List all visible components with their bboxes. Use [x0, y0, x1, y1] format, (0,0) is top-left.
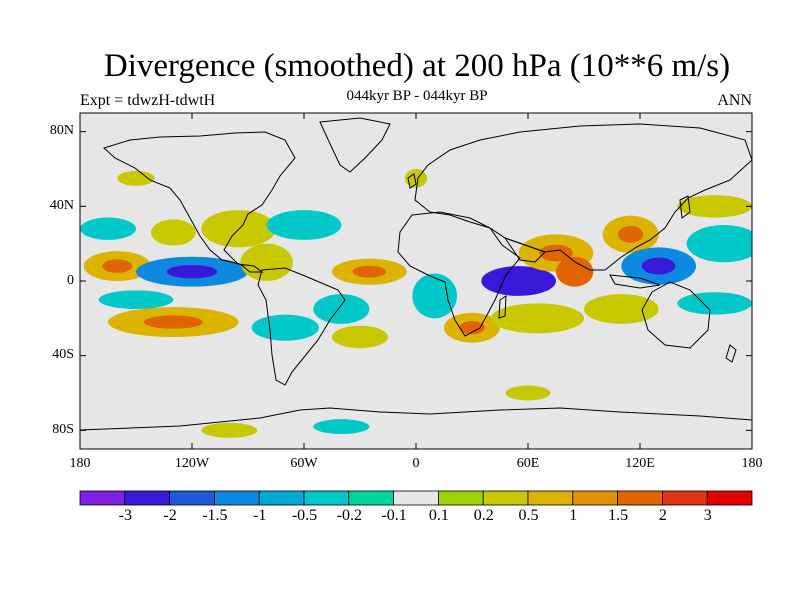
lon-label-60e: 60E — [516, 456, 540, 471]
lat-label-40s: 40S — [52, 347, 74, 362]
lon-label-60w: 60W — [290, 456, 318, 471]
experiment-label: Expt = tdwzH-tdwtH — [80, 92, 216, 109]
colorbar-label: 1 — [569, 507, 578, 524]
coastline-new-zealand — [725, 344, 737, 363]
colorbar-swatch — [662, 490, 708, 506]
coastline-north-america — [103, 131, 296, 273]
colorbar-swatch — [258, 490, 305, 506]
colorbar-swatch — [527, 490, 574, 506]
colorbar-swatch — [482, 490, 529, 506]
divergence-anomaly — [505, 385, 551, 401]
colorbar-swatch — [348, 490, 394, 506]
divergence-anomaly-core — [143, 315, 203, 329]
divergence-anomaly — [677, 195, 752, 218]
colorbar-swatch — [213, 490, 260, 506]
coastline-africa — [397, 211, 521, 337]
divergence-anomaly-core — [102, 259, 133, 273]
divergence-anomaly — [677, 292, 752, 315]
divergence-anomaly — [117, 170, 155, 186]
divergence-anomaly-core — [618, 225, 644, 243]
coastline-british-isles — [407, 173, 417, 189]
divergence-anomaly — [332, 325, 388, 349]
lon-label-180w: 180 — [69, 456, 91, 471]
colorbar-label: -3 — [118, 507, 132, 524]
divergence-anomaly-core — [501, 274, 536, 288]
divergence-anomaly-core — [459, 320, 485, 335]
divergence-anomaly — [98, 290, 174, 309]
colorbar-swatch — [124, 490, 171, 506]
colorbar-label: -0.1 — [381, 507, 407, 524]
lon-label-120e: 120E — [625, 456, 655, 471]
divergence-anomaly-core — [166, 264, 218, 279]
plot-subtitle: 044kyr BP - 044kyr BP — [346, 88, 488, 104]
colorbar-swatch — [169, 490, 215, 506]
divergence-anomaly-core — [352, 265, 387, 278]
colorbar-swatch — [706, 490, 753, 506]
divergence-anomaly — [251, 314, 319, 341]
colorbar-swatch — [79, 490, 126, 506]
divergence-anomaly — [150, 219, 196, 246]
colorbar-swatch — [572, 490, 618, 506]
divergence-anomaly — [80, 217, 136, 240]
lon-label-180e: 180 — [741, 456, 763, 471]
plot-title: Divergence (smoothed) at 200 hPa (10**6 … — [103, 48, 731, 84]
coastline-arabia — [503, 237, 546, 263]
coastline-antarctica — [80, 407, 752, 431]
colorbar-label: 0.1 — [428, 507, 449, 524]
coastline-madagascar — [498, 295, 507, 319]
colorbar-label: -1 — [253, 507, 267, 524]
divergence-anomaly — [686, 225, 752, 263]
coastline-south-america — [257, 267, 346, 386]
divergence-anomaly — [412, 273, 458, 319]
colorbar-label: -1.5 — [202, 507, 228, 524]
lat-label-0: 0 — [67, 273, 74, 288]
lat-label-40n: 40N — [49, 198, 74, 213]
colorbar-swatch — [303, 490, 350, 506]
divergence-anomaly-core — [641, 257, 676, 275]
coastline-australia — [641, 281, 711, 349]
colorbar-swatch — [617, 490, 663, 506]
colorbar-swatch — [437, 490, 484, 506]
colorbar-label: 0.2 — [473, 507, 494, 524]
coastline-indonesia — [609, 274, 661, 289]
divergence-anomaly — [266, 210, 342, 240]
lat-label-80s: 80S — [52, 422, 74, 437]
divergence-anomaly — [313, 294, 370, 324]
colorbar-label: 2 — [658, 507, 667, 524]
lon-label-120w: 120W — [174, 456, 210, 471]
colorbar-label: -2 — [163, 507, 177, 524]
colorbar-swatch — [393, 490, 439, 506]
divergence-anomaly — [584, 294, 659, 324]
colorbar-label: 3 — [703, 507, 712, 524]
colorbar-label: 1.5 — [608, 507, 629, 524]
divergence-anomaly-core — [539, 244, 573, 262]
divergence-anomaly — [201, 422, 258, 438]
coastline-japan — [679, 195, 691, 219]
colorbar-label: -0.5 — [291, 507, 318, 524]
colorbar-label: 0.5 — [518, 507, 539, 524]
divergence-anomaly — [313, 419, 370, 435]
lat-label-80n: 80N — [49, 123, 74, 138]
divergence-anomaly — [240, 243, 293, 281]
colorbar-label: -0.2 — [336, 507, 362, 524]
lon-label-0: 0 — [412, 456, 420, 471]
season-label: ANN — [717, 92, 752, 109]
divergence-anomaly — [490, 303, 584, 334]
coastline-greenland — [319, 117, 391, 173]
divergence-anomaly-core — [566, 264, 584, 279]
